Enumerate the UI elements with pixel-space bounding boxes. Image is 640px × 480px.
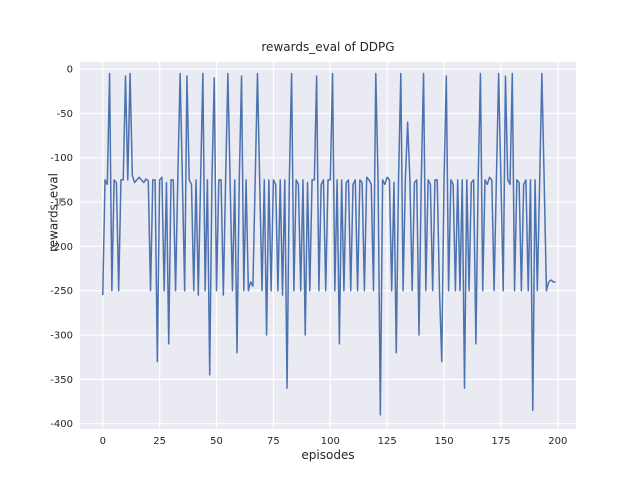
x-tick-label: 50	[210, 436, 223, 447]
y-tick-label: -50	[57, 109, 73, 120]
rewards-eval-series	[102, 72, 556, 416]
y-tick-label: -350	[50, 375, 73, 386]
y-tick-label: -200	[50, 242, 73, 253]
x-tick-label: 150	[434, 436, 453, 447]
y-tick-label: -250	[50, 286, 73, 297]
x-tick-label: 175	[491, 436, 510, 447]
y-tick-label: -100	[50, 153, 73, 164]
x-axis-label: episodes	[301, 448, 355, 462]
x-tick-label: 0	[100, 436, 106, 447]
x-tick-label: 125	[378, 436, 397, 447]
chart-title: rewards_eval of DDPG	[261, 40, 395, 54]
y-tick-label: -300	[50, 331, 73, 342]
x-tick-label: 100	[321, 436, 340, 447]
y-tick-label: -150	[50, 198, 73, 209]
y-tick-label: -400	[50, 419, 73, 430]
x-tick-label: 25	[153, 436, 166, 447]
x-tick-label: 200	[548, 436, 567, 447]
y-tick-label: 0	[67, 65, 73, 76]
x-tick-label: 75	[267, 436, 280, 447]
y-axis-label: rewards_eval	[46, 173, 61, 252]
